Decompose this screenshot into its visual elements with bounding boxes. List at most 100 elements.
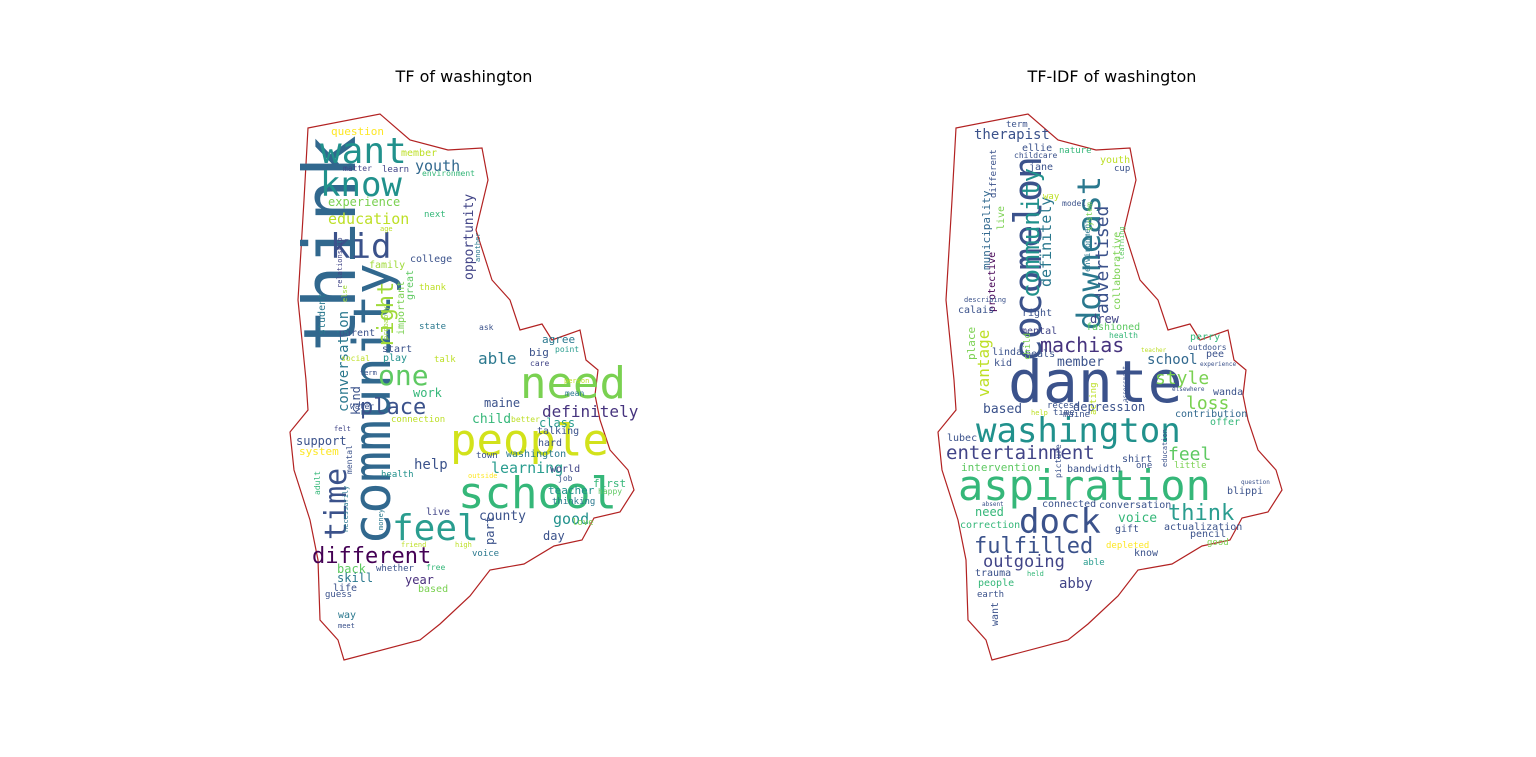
word-place: place xyxy=(965,327,978,360)
word-washington: washington xyxy=(506,449,566,460)
word-want: want xyxy=(990,602,1001,626)
word-elsewhere: elsewhere xyxy=(1172,386,1205,393)
word-able: able xyxy=(1083,558,1105,568)
word-outdoors: outdoors xyxy=(1188,343,1227,352)
word-beals: beals xyxy=(1025,349,1055,360)
word-member: member xyxy=(1057,355,1104,370)
word-ellie: ellie xyxy=(1022,143,1052,154)
tfidf-word-cloud: dante aspiration washington cocomelon downea… xyxy=(937,113,1283,661)
word-know: know xyxy=(320,165,402,205)
word-abby: abby xyxy=(1059,576,1093,592)
word-education: education xyxy=(328,210,409,228)
word-matter: matter xyxy=(343,164,372,173)
word-municipality: municipality xyxy=(980,190,993,270)
word-mental: mental xyxy=(345,445,354,474)
word-vantage: vantage xyxy=(974,330,993,397)
word-lubec: lubec xyxy=(947,433,977,444)
word-important: important xyxy=(396,281,407,335)
word-family: family xyxy=(369,260,405,271)
word-dante: dante xyxy=(1008,348,1183,416)
word-drew: drew xyxy=(1090,312,1120,326)
word-work: work xyxy=(413,386,443,400)
word-good: good xyxy=(553,510,589,528)
word-right: right xyxy=(374,282,399,348)
word-member: member xyxy=(401,148,437,159)
word-parent: parent xyxy=(339,328,375,339)
word-able: able xyxy=(478,349,517,368)
word-entertainment: entertainment xyxy=(946,442,1095,464)
word-washington: washington xyxy=(976,411,1181,451)
word-fashioned: fashioned xyxy=(1086,322,1140,333)
word-definitely: definitely xyxy=(1037,197,1055,287)
word-care: care xyxy=(530,359,549,368)
word-thinking: thinking xyxy=(552,497,595,507)
word-conversation: conversation xyxy=(1099,500,1171,511)
word-age: age xyxy=(380,225,393,233)
word-environment: environment xyxy=(422,169,475,178)
word-hard: hard xyxy=(538,438,562,449)
word-based: based xyxy=(418,584,448,595)
word-trauma: trauma xyxy=(975,568,1011,579)
word-people: people xyxy=(978,578,1014,589)
word-loss: loss xyxy=(1186,393,1229,414)
word-water: water xyxy=(350,402,374,411)
word-meet: meet xyxy=(338,622,355,630)
word-person: person xyxy=(564,377,589,385)
word-state: state xyxy=(419,322,446,332)
word-student: student xyxy=(317,293,328,335)
panel-title: TF of washington xyxy=(395,67,533,86)
word-thank: thank xyxy=(419,283,447,293)
word-contribution: contribution xyxy=(1175,409,1247,420)
word-guess: guess xyxy=(325,590,352,600)
word-blippi: blippi xyxy=(1227,486,1263,497)
word-school: school xyxy=(458,468,617,519)
word-acting: acting xyxy=(1089,382,1099,415)
word-feel: feel xyxy=(392,508,479,549)
word-necessarily: necessarily xyxy=(342,486,350,532)
panel-title: TF-IDF of washington xyxy=(1027,67,1197,86)
word-better: better xyxy=(511,415,540,424)
word-shirt: shirt xyxy=(1122,454,1152,465)
word-talking: talking xyxy=(537,426,579,437)
word-intervention: intervention xyxy=(961,461,1040,474)
word-big: big xyxy=(529,346,549,359)
word-another: another xyxy=(474,232,482,262)
word-kid: kid xyxy=(994,358,1012,369)
word-pee: pee xyxy=(1206,349,1224,360)
word-job: job xyxy=(558,474,573,483)
word-term: term xyxy=(360,369,377,377)
word-voice: voice xyxy=(472,549,499,559)
word-downeast: downeast xyxy=(1070,176,1108,330)
word-childcare: childcare xyxy=(1014,151,1058,160)
word-college: college xyxy=(410,254,452,265)
word-health: health xyxy=(1109,331,1138,340)
word-great: great xyxy=(405,270,416,300)
word-part: part xyxy=(483,516,497,545)
word-point: point xyxy=(555,345,579,354)
word-linda: linda xyxy=(992,347,1022,358)
word-probably: probably xyxy=(382,306,390,340)
word-town: town xyxy=(476,451,498,461)
word-adult: adult xyxy=(313,471,322,495)
word-talk: talk xyxy=(434,355,456,365)
word-free: free xyxy=(426,563,445,572)
word-health: health xyxy=(381,470,414,480)
word-protective: protective xyxy=(987,252,998,312)
word-connected: connected xyxy=(1042,499,1096,510)
word-money: money xyxy=(377,509,385,530)
word-nature: nature xyxy=(1059,146,1092,156)
word-one: one xyxy=(378,359,429,392)
word-year: year xyxy=(405,573,434,587)
word-style: style xyxy=(1155,368,1209,389)
word-earth: earth xyxy=(977,590,1004,600)
word-correction: correction xyxy=(960,520,1020,531)
word-question: question xyxy=(331,125,384,138)
word-held: held xyxy=(1027,570,1044,578)
word-way: way xyxy=(1043,192,1060,202)
word-maine: maine xyxy=(484,396,520,410)
county-outline xyxy=(289,113,635,661)
word-teacher: teacher xyxy=(1141,347,1167,354)
word-kind: kind xyxy=(349,386,363,415)
word-assessment: assessment xyxy=(1122,365,1129,402)
